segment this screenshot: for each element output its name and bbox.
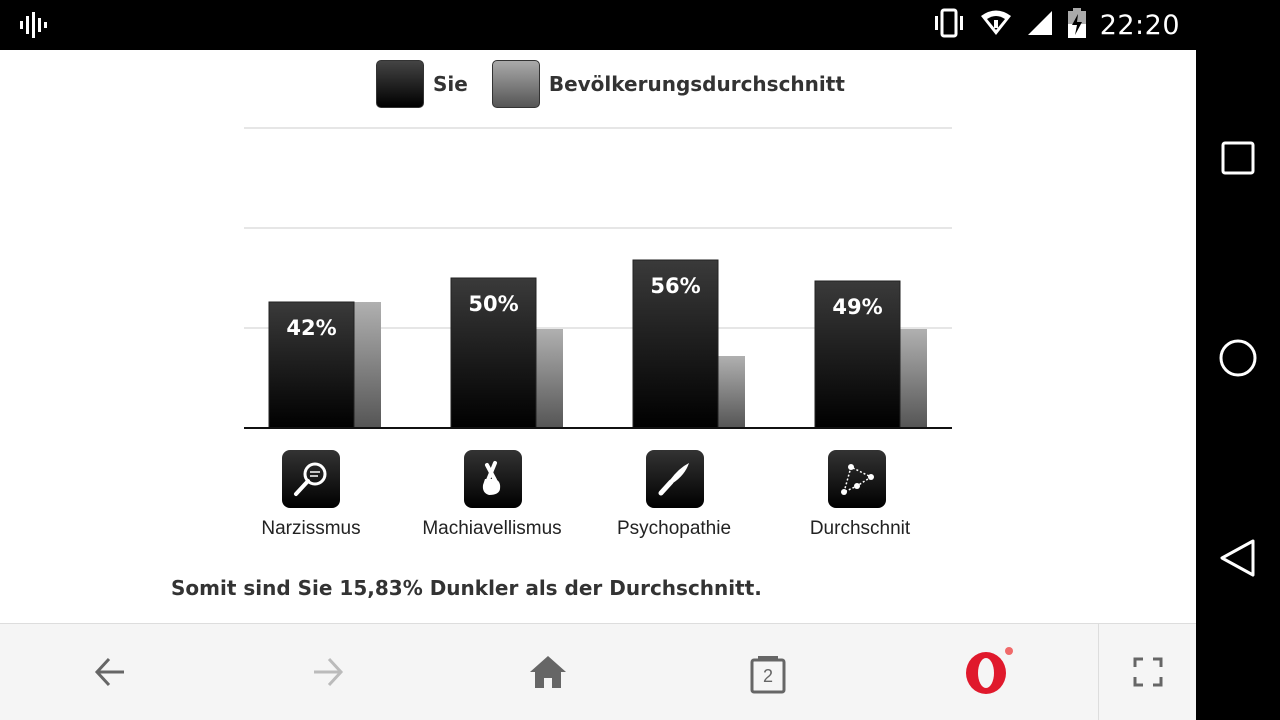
tabs-icon: 2	[750, 654, 786, 694]
bar-you-machiavellismus	[450, 277, 537, 429]
home-icon	[528, 654, 568, 695]
legend-swatch-average	[491, 60, 540, 108]
summary-text: Somit sind Sie 15,83% Dunkler als der Du…	[171, 576, 762, 600]
category-label-machiavellismus: Machiavellismus	[422, 518, 562, 539]
wifi-icon	[980, 9, 1012, 42]
bar-you-psychopathie	[632, 259, 719, 429]
back-triangle-icon	[1218, 538, 1258, 583]
chart-legend: Sie Bevölkerungsdurchschnitt	[376, 60, 845, 108]
signal-icon	[1026, 9, 1054, 42]
tabs-button[interactable]: 2	[744, 650, 792, 698]
opera-menu-button[interactable]	[964, 646, 1013, 698]
forward-icon	[310, 654, 346, 695]
bar-average-psychopathie	[717, 356, 745, 428]
sound-wave-icon	[18, 12, 52, 43]
clock: 22:20	[1099, 10, 1180, 41]
bar-average-machiavellismus	[535, 329, 563, 428]
opera-menu-icon	[963, 646, 1013, 702]
category-label-psychopathie: Psychopathie	[616, 518, 732, 539]
web-content: Sie Bevölkerungsdurchschnitt 42% 50% 56% 49…	[0, 50, 1196, 623]
home-circle-icon	[1218, 338, 1258, 383]
legend-label-you: Sie	[433, 72, 468, 96]
fullscreen-button[interactable]	[1124, 650, 1172, 698]
recents-icon	[1220, 140, 1256, 181]
battery-charging-icon	[1067, 8, 1086, 43]
crossed-fingers-icon	[464, 450, 522, 508]
legend-swatch-you	[376, 60, 424, 108]
vibrate-icon	[932, 8, 966, 43]
back-nav-button[interactable]	[1218, 538, 1258, 583]
browser-toolbar: 2	[0, 623, 1196, 720]
bar-average-narzissmus	[353, 302, 381, 428]
data-label-machiavellismus: 50%	[468, 292, 518, 316]
forward-button[interactable]	[304, 650, 352, 698]
bar-average-durchschnit	[899, 329, 927, 428]
bar-you-narzissmus	[268, 301, 355, 429]
constellation-icon	[828, 450, 886, 508]
home-nav-button[interactable]	[1218, 338, 1258, 383]
magnifier-icon	[282, 450, 340, 508]
back-icon	[92, 654, 128, 695]
home-button[interactable]	[524, 650, 572, 698]
fullscreen-icon	[1133, 657, 1163, 692]
back-button[interactable]	[86, 650, 134, 698]
data-label-psychopathie: 56%	[650, 274, 700, 298]
data-label-narzissmus: 42%	[286, 316, 336, 340]
tab-count: 2	[762, 666, 773, 686]
bar-you-durchschnit	[814, 280, 901, 429]
category-label-narzissmus: Narzissmus	[261, 518, 361, 539]
recents-button[interactable]	[1218, 140, 1258, 180]
status-bar: 22:20	[0, 0, 1196, 50]
knife-icon	[646, 450, 704, 508]
nav-bar	[1196, 0, 1280, 720]
category-label-durchschnit: Durchschnit	[809, 518, 911, 539]
legend-label-average: Bevölkerungsdurchschnitt	[548, 72, 845, 96]
bar-chart: 42% 50% 56% 49%	[244, 127, 952, 429]
data-label-durchschnit: 49%	[832, 295, 882, 319]
